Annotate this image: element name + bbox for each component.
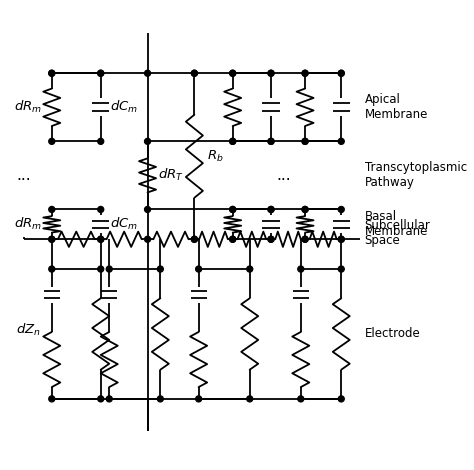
Circle shape bbox=[145, 70, 151, 76]
Circle shape bbox=[302, 138, 308, 144]
Circle shape bbox=[247, 396, 253, 402]
Text: $dZ_n$: $dZ_n$ bbox=[16, 321, 41, 338]
Text: $R_b$: $R_b$ bbox=[207, 149, 224, 164]
Circle shape bbox=[268, 70, 274, 76]
Circle shape bbox=[338, 396, 344, 402]
Circle shape bbox=[191, 70, 197, 76]
Text: $dR_m$: $dR_m$ bbox=[14, 216, 42, 232]
Circle shape bbox=[338, 206, 344, 212]
Circle shape bbox=[230, 236, 236, 242]
Circle shape bbox=[247, 266, 253, 272]
Circle shape bbox=[230, 206, 236, 212]
Text: $dR_T$: $dR_T$ bbox=[158, 167, 184, 183]
Circle shape bbox=[230, 138, 236, 144]
Text: ...: ... bbox=[17, 168, 31, 183]
Text: Subcellular
Space: Subcellular Space bbox=[365, 219, 430, 247]
Circle shape bbox=[230, 70, 236, 76]
Circle shape bbox=[157, 266, 164, 272]
Circle shape bbox=[196, 266, 201, 272]
Circle shape bbox=[49, 70, 55, 76]
Circle shape bbox=[98, 138, 104, 144]
Circle shape bbox=[98, 70, 104, 76]
Circle shape bbox=[49, 266, 55, 272]
Circle shape bbox=[191, 236, 197, 242]
Circle shape bbox=[302, 236, 308, 242]
Circle shape bbox=[145, 236, 151, 242]
Circle shape bbox=[338, 236, 344, 242]
Circle shape bbox=[230, 70, 236, 76]
Text: $dC_m$: $dC_m$ bbox=[110, 216, 138, 232]
Circle shape bbox=[145, 206, 151, 212]
Text: $dC_m$: $dC_m$ bbox=[110, 99, 138, 115]
Circle shape bbox=[298, 266, 304, 272]
Circle shape bbox=[338, 70, 344, 76]
Circle shape bbox=[196, 396, 201, 402]
Circle shape bbox=[157, 396, 164, 402]
Circle shape bbox=[338, 138, 344, 144]
Circle shape bbox=[49, 236, 55, 242]
Text: Transcytoplasmic
Pathway: Transcytoplasmic Pathway bbox=[365, 161, 467, 189]
Circle shape bbox=[98, 70, 104, 76]
Circle shape bbox=[98, 236, 104, 242]
Text: Basal
Membrane: Basal Membrane bbox=[365, 211, 428, 238]
Circle shape bbox=[298, 396, 304, 402]
Circle shape bbox=[49, 206, 55, 212]
Circle shape bbox=[145, 138, 151, 144]
Circle shape bbox=[268, 236, 274, 242]
Circle shape bbox=[302, 138, 308, 144]
Circle shape bbox=[302, 206, 308, 212]
Text: Electrode: Electrode bbox=[365, 328, 420, 340]
Circle shape bbox=[268, 206, 274, 212]
Circle shape bbox=[191, 236, 197, 242]
Circle shape bbox=[268, 138, 274, 144]
Circle shape bbox=[98, 266, 104, 272]
Circle shape bbox=[230, 236, 236, 242]
Circle shape bbox=[338, 70, 344, 76]
Circle shape bbox=[302, 206, 308, 212]
Circle shape bbox=[338, 236, 344, 242]
Circle shape bbox=[338, 266, 344, 272]
Circle shape bbox=[106, 266, 112, 272]
Circle shape bbox=[98, 236, 104, 242]
Text: $dR_m$: $dR_m$ bbox=[14, 99, 42, 115]
Circle shape bbox=[49, 138, 55, 144]
Circle shape bbox=[302, 236, 308, 242]
Circle shape bbox=[268, 70, 274, 76]
Circle shape bbox=[268, 236, 274, 242]
Circle shape bbox=[268, 138, 274, 144]
Circle shape bbox=[302, 70, 308, 76]
Circle shape bbox=[98, 396, 104, 402]
Circle shape bbox=[49, 70, 55, 76]
Text: Apical
Membrane: Apical Membrane bbox=[365, 93, 428, 121]
Circle shape bbox=[106, 396, 112, 402]
Circle shape bbox=[230, 206, 236, 212]
Circle shape bbox=[230, 138, 236, 144]
Circle shape bbox=[49, 396, 55, 402]
Circle shape bbox=[49, 236, 55, 242]
Circle shape bbox=[268, 206, 274, 212]
Circle shape bbox=[191, 70, 197, 76]
Text: ...: ... bbox=[276, 168, 291, 183]
Circle shape bbox=[98, 206, 104, 212]
Circle shape bbox=[302, 70, 308, 76]
